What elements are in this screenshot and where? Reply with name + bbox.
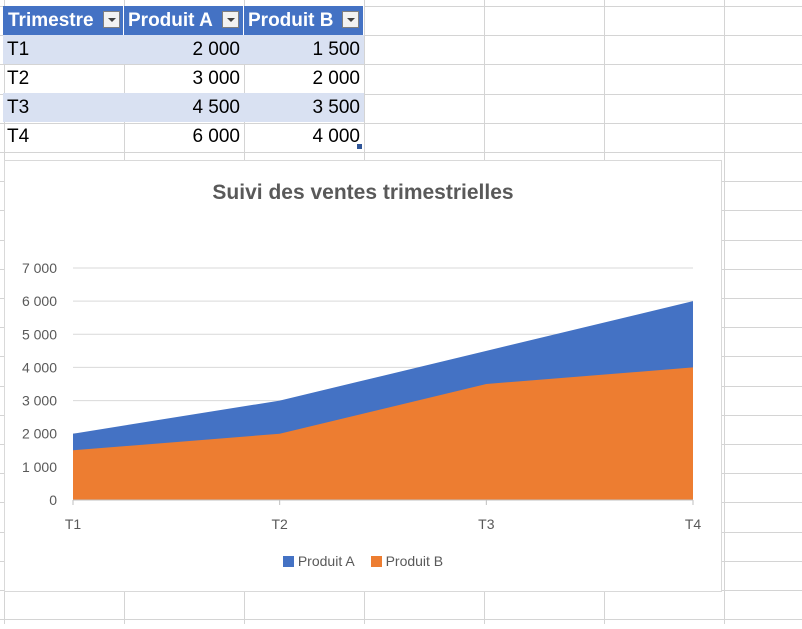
cell-produit-a[interactable]: 6 000 <box>192 126 240 147</box>
cell-trimestre[interactable]: T1 <box>3 35 124 64</box>
y-tick-label: 1 000 <box>22 459 57 475</box>
table-resize-handle[interactable] <box>357 144 362 149</box>
x-tick-label: T1 <box>65 516 82 532</box>
cell-produit-b[interactable]: 2 000 <box>312 68 360 89</box>
cell-trimestre[interactable]: T2 <box>7 68 30 89</box>
y-tick-label: 3 000 <box>22 393 57 409</box>
x-tick-label: T3 <box>478 516 495 532</box>
header-label: Produit B <box>248 10 334 31</box>
chart-title: Suivi des ventes trimestrielles <box>212 181 514 204</box>
y-tick-label: 6 000 <box>22 293 57 309</box>
cell-produit-a[interactable]: 3 000 <box>192 68 240 89</box>
legend-label: Produit A <box>297 553 355 569</box>
header-cell-trimestre[interactable]: Trimestre <box>3 6 124 35</box>
y-tick-label: 0 <box>49 492 57 508</box>
y-tick-label: 7 000 <box>22 260 57 276</box>
filter-dropdown-icon[interactable] <box>222 11 239 28</box>
x-tick-label: T2 <box>271 516 288 532</box>
area-chart[interactable]: Suivi des ventes trimestrielles 0 1 000 2 … <box>4 160 722 592</box>
filter-dropdown-icon[interactable] <box>103 11 120 28</box>
y-tick-label: 2 000 <box>22 426 57 442</box>
legend-item-produit-b[interactable]: Produit B <box>370 553 444 569</box>
legend-item-produit-a[interactable]: Produit A <box>282 553 355 569</box>
header-label: Trimestre <box>8 10 94 31</box>
area-series-produit-b[interactable] <box>73 367 693 500</box>
cell-produit-b[interactable]: 3 500 <box>244 93 364 122</box>
legend-swatch <box>370 556 382 567</box>
chart-legend[interactable]: Produit A Produit B <box>5 553 721 569</box>
cell-produit-b[interactable]: 4 000 <box>312 126 360 147</box>
legend-swatch <box>282 556 294 567</box>
header-cell-produit-b[interactable]: Produit B <box>244 6 364 35</box>
header-label: Produit A <box>128 10 213 31</box>
y-tick-label: 4 000 <box>22 359 57 375</box>
cell-trimestre[interactable]: T4 <box>7 126 30 147</box>
legend-label: Produit B <box>385 553 444 569</box>
chart-plot-area: 0 1 000 2 000 3 000 4 000 5 000 6 000 7 000 T1 T2… <box>22 260 702 532</box>
cell-trimestre[interactable]: T3 <box>3 93 124 122</box>
x-tick-label: T4 <box>685 516 702 532</box>
y-tick-label: 5 000 <box>22 326 57 342</box>
filter-dropdown-icon[interactable] <box>342 11 359 28</box>
cell-produit-a[interactable]: 2 000 <box>124 35 244 64</box>
cell-produit-b[interactable]: 1 500 <box>244 35 364 64</box>
cell-produit-a[interactable]: 4 500 <box>124 93 244 122</box>
